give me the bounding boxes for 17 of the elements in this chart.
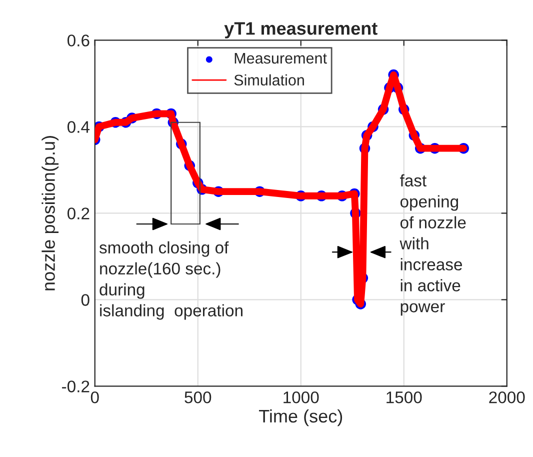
legend-label: Measurement (234, 53, 327, 64)
x-tick-label: 2000 (489, 391, 525, 404)
legend-label: Simulation (234, 74, 304, 86)
y-tick-label: -0.2 (62, 380, 90, 392)
x-tick-label: 1500 (386, 391, 422, 404)
y-tick-label: 0.6 (67, 34, 90, 46)
x-tick-label: 0 (90, 391, 99, 404)
annotation: smooth closing of nozzle(160 sec.) during islanding operation (99, 241, 242, 320)
annotation: fast opening of nozzle with increase in active power (400, 174, 466, 316)
x-tick-label: 500 (184, 391, 212, 404)
y-tick-label: 0 (81, 294, 90, 306)
chart-title: yT1 measurement (224, 22, 378, 38)
y-tick-label: 0.4 (67, 121, 90, 133)
x-axis-title: Time (sec) (258, 409, 342, 426)
y-tick-label: 0.2 (67, 208, 90, 220)
x-tick-label: 1000 (284, 391, 319, 404)
y-axis-title: nozzle position(p.u) (42, 136, 59, 290)
